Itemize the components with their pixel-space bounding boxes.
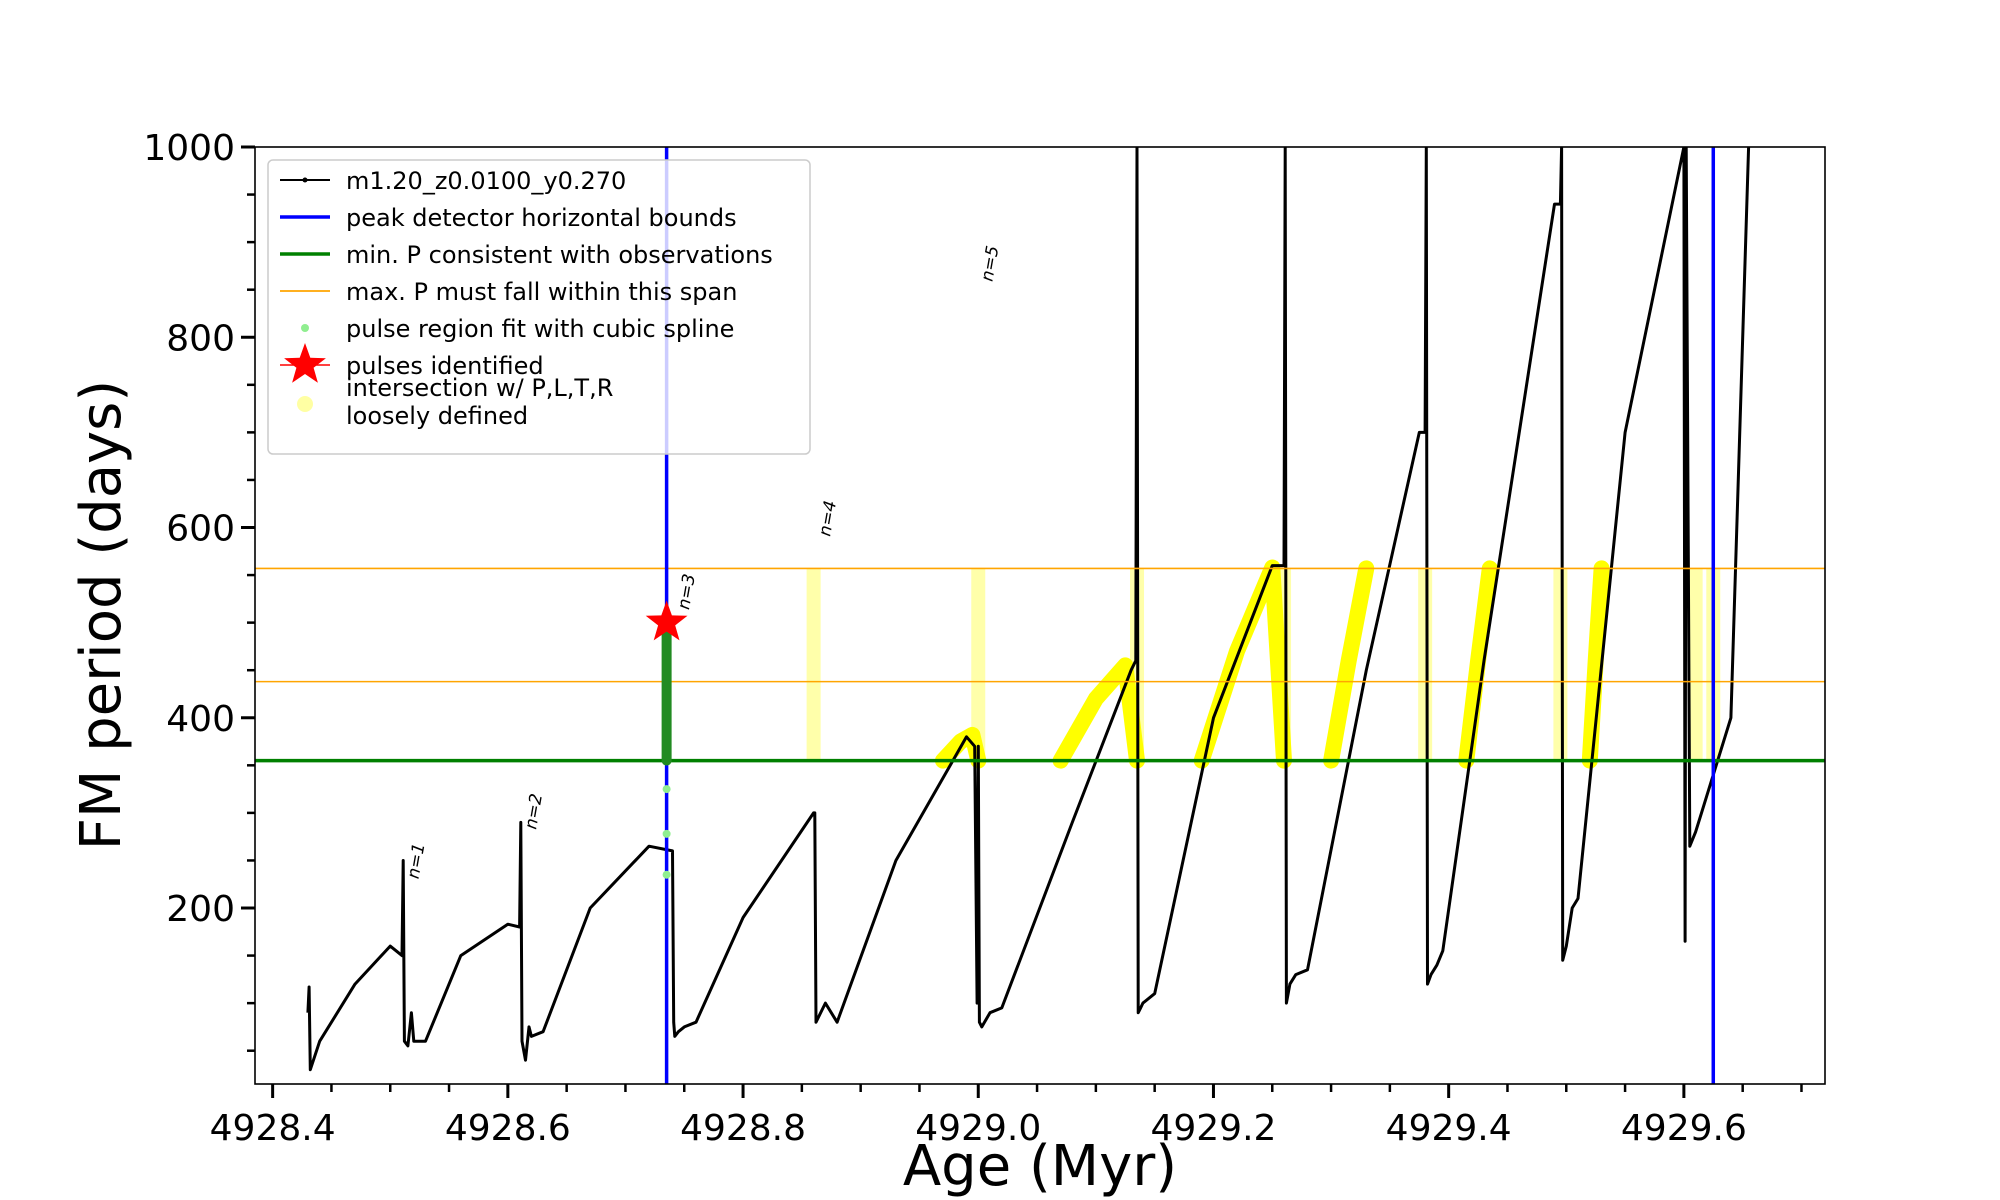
pulse-identified-star [645, 600, 688, 641]
pulse-region-point [662, 829, 671, 838]
legend-swatch-star [284, 343, 326, 383]
x-tick-label: 4929.4 [1386, 1108, 1512, 1149]
x-tick-label: 4929.6 [1621, 1108, 1747, 1149]
legend-box [267, 159, 811, 455]
x-tick-label: 4928.4 [210, 1108, 336, 1149]
yellow-intersection-arc [1193, 559, 1292, 769]
series-line [306, 147, 1751, 1072]
y-tick-label: 200 [166, 889, 235, 930]
yellow-intersection-arc [1052, 657, 1145, 769]
pulse-region-point [662, 785, 671, 794]
yellow-intersection-arc [1458, 560, 1498, 769]
x-tick-label: 4928.8 [680, 1108, 806, 1149]
legend-swatch-dot [302, 177, 308, 183]
legend-swatch-dot [297, 396, 313, 412]
y-tick-label: 800 [166, 318, 235, 359]
x-axis-label: Age (Myr) [903, 1134, 1177, 1199]
x-tick-label: 4929.0 [915, 1108, 1041, 1149]
pulse-number-label: n=2 [521, 792, 547, 831]
legend-label: m1.20_z0.0100_y0.270 [346, 167, 626, 195]
x-tick-label: 4928.6 [445, 1108, 571, 1149]
plot-frame [254, 146, 1826, 1085]
pulse-number-label: n=1 [404, 842, 430, 881]
pulse-region-point [662, 870, 671, 879]
legend-label: min. P consistent with observations [346, 241, 773, 269]
legend-label: peak detector horizontal bounds [346, 204, 737, 232]
pulse-number-label: n=5 [977, 244, 1003, 283]
pulse-number-label: n=3 [674, 572, 700, 611]
yellow-intersection-arc [1323, 560, 1375, 769]
legend-label: pulses identified [346, 352, 544, 380]
legend-label: intersection w/ P,L,T,R loosely defined [346, 374, 613, 430]
legend-swatch-dot [301, 324, 309, 332]
legend-label: max. P must fall within this span [346, 278, 737, 306]
pulse-number-label: n=4 [815, 499, 841, 538]
y-tick-label: 600 [166, 509, 235, 550]
y-tick-label: 1000 [143, 128, 235, 169]
legend-label: pulse region fit with cubic spline [346, 315, 734, 343]
x-tick-label: 4929.2 [1150, 1108, 1276, 1149]
y-tick-label: 400 [166, 699, 235, 740]
yellow-intersection-arc [1581, 560, 1610, 769]
y-axis-label: FM period (days) [69, 380, 134, 850]
